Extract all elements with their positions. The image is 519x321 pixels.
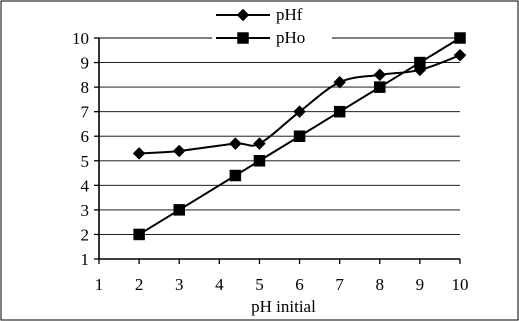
- point-pho-7: [414, 56, 426, 69]
- y-tick-label-7: 7: [81, 103, 90, 122]
- point-phf-0: [132, 147, 146, 160]
- grid-lines: [99, 37, 460, 235]
- y-tick-label-5: 5: [81, 152, 90, 171]
- point-phf-1: [172, 144, 186, 158]
- x-tick-label-3: 3: [175, 275, 184, 294]
- x-ticks: 1 2 3 4 5 6 7 8 9 10: [95, 259, 469, 294]
- point-phf-8: [453, 48, 467, 62]
- point-pho-4: [293, 130, 306, 142]
- axes: [98, 38, 460, 260]
- x-axis-title: pH initial: [251, 297, 316, 316]
- legend-box: [212, 2, 332, 50]
- y-ticks: 1 2 3 4 5 6 7 8 9 10: [72, 29, 99, 269]
- point-phf-3: [253, 137, 266, 150]
- point-phf-6: [373, 68, 387, 82]
- point-pho-3: [253, 155, 266, 167]
- legend-marker-pho: [237, 32, 249, 44]
- x-tick-label-9: 9: [416, 275, 425, 294]
- point-pho-6: [374, 81, 386, 93]
- point-pho-8: [454, 32, 466, 44]
- legend: pHf pHo: [212, 2, 332, 50]
- y-tick-label-2: 2: [81, 225, 90, 244]
- series-pho: [133, 32, 466, 241]
- series: [132, 32, 467, 241]
- point-phf-5: [333, 75, 347, 89]
- x-tick-label-7: 7: [335, 275, 344, 294]
- x-tick-label-2: 2: [135, 275, 144, 294]
- x-tick-label-6: 6: [295, 275, 304, 294]
- point-phf-4: [293, 105, 306, 119]
- point-pho-1: [173, 204, 185, 216]
- x-tick-label-10: 10: [452, 275, 469, 294]
- point-pho-0: [133, 228, 145, 241]
- series-phf: [132, 48, 467, 160]
- y-tick-label-3: 3: [81, 201, 90, 220]
- x-tick-label-8: 8: [376, 275, 385, 294]
- y-tick-label-8: 8: [81, 78, 90, 97]
- point-pho-5: [333, 105, 346, 118]
- legend-label-phf: pHf: [276, 5, 303, 24]
- point-phf-2: [229, 137, 242, 150]
- y-tick-label-1: 1: [81, 250, 90, 269]
- y-tick-label-9: 9: [81, 54, 90, 73]
- legend-marker-phf: [236, 8, 250, 22]
- point-pho-2: [229, 169, 242, 182]
- y-tick-label-10: 10: [72, 29, 89, 48]
- y-tick-label-6: 6: [81, 127, 90, 146]
- x-tick-label-1: 1: [95, 275, 104, 294]
- y-tick-label-4: 4: [81, 176, 90, 195]
- legend-label-pho: pHo: [276, 28, 305, 47]
- x-tick-label-4: 4: [215, 275, 224, 294]
- x-tick-label-5: 5: [255, 275, 264, 294]
